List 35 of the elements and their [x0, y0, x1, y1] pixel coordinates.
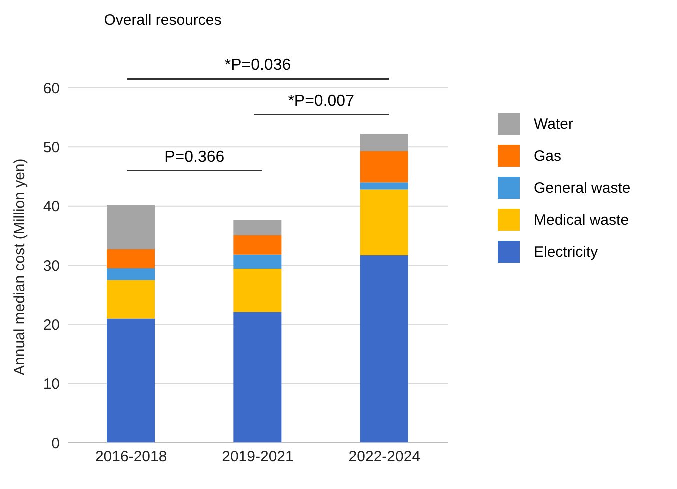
y-tick-label: 0 — [52, 435, 60, 452]
x-tick-label: 2022-2024 — [348, 448, 421, 466]
bar — [107, 250, 155, 268]
bar — [107, 318, 155, 443]
text: *P=0.036 — [224, 57, 292, 76]
chart-title: Overall resources — [103, 12, 223, 29]
bar — [234, 220, 282, 236]
bar — [234, 312, 282, 443]
y-tick-label: 30 — [43, 258, 60, 275]
y-axis-title: Annual median cost (Million yen) — [11, 158, 28, 376]
legend-label: Electricity — [534, 244, 598, 260]
bar — [360, 190, 408, 256]
annotation: *P=0.007 — [287, 92, 356, 111]
y-tick-label: 60 — [43, 80, 60, 98]
annotation: P=0.366 — [164, 148, 226, 167]
y-tick-label: 40 — [43, 198, 60, 216]
legend-label: Gas — [534, 148, 562, 164]
x-tick-label: 2016-2018 — [95, 448, 168, 466]
legend-label: Water — [534, 116, 574, 132]
y-tick-label: 20 — [43, 316, 60, 334]
bar — [234, 235, 282, 255]
bar — [107, 205, 155, 250]
y-tick-label: 50 — [43, 139, 60, 156]
bar — [360, 134, 408, 152]
bar — [234, 254, 282, 270]
legend-label: General waste — [534, 180, 631, 196]
bar — [107, 268, 155, 280]
bar — [360, 151, 408, 183]
bar — [360, 255, 408, 443]
y-tick-label: 10 — [43, 376, 60, 394]
bar — [234, 269, 282, 312]
bar — [360, 182, 408, 190]
x-tick-label: 2019-2021 — [222, 448, 294, 466]
bar — [107, 280, 155, 319]
legend-label: Medical waste — [534, 212, 630, 228]
